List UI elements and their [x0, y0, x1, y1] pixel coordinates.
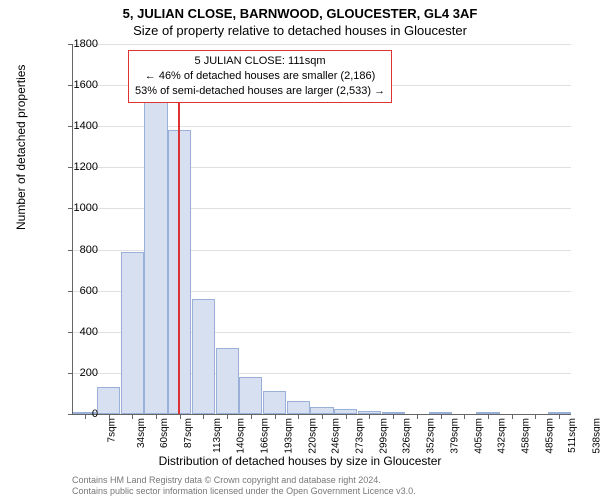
x-tick-label: 538sqm [592, 418, 600, 454]
x-tick-label: 458sqm [521, 418, 532, 454]
x-tick-mark [393, 414, 394, 419]
y-tick-label: 400 [58, 326, 98, 338]
x-tick-label: 432sqm [497, 418, 508, 454]
chart-title-main: 5, JULIAN CLOSE, BARNWOOD, GLOUCESTER, G… [0, 0, 600, 21]
chart-plot-area: 7sqm34sqm60sqm87sqm113sqm140sqm166sqm193… [72, 44, 571, 415]
x-tick-label: 193sqm [283, 418, 294, 454]
y-tick-label: 1600 [58, 79, 98, 91]
x-axis-label: Distribution of detached houses by size … [0, 454, 600, 468]
annotation-box: 5 JULIAN CLOSE: 111sqm← 46% of detached … [128, 50, 392, 103]
histogram-bar [144, 79, 167, 414]
x-tick-mark [346, 414, 347, 419]
x-tick-label: 113sqm [212, 418, 223, 453]
histogram-bar [239, 377, 262, 414]
x-tick-label: 352sqm [426, 418, 437, 454]
histogram-bar [310, 407, 333, 414]
annotation-line: 5 JULIAN CLOSE: 111sqm [135, 54, 385, 69]
x-tick-mark [369, 414, 370, 419]
footer-line-1: Contains HM Land Registry data © Crown c… [72, 475, 416, 486]
x-tick-mark [322, 414, 323, 419]
x-tick-label: 220sqm [307, 418, 318, 454]
x-tick-mark [275, 414, 276, 419]
x-tick-label: 485sqm [544, 418, 555, 454]
x-tick-label: 60sqm [159, 418, 170, 448]
x-tick-label: 273sqm [355, 418, 366, 454]
x-tick-label: 140sqm [236, 418, 247, 454]
annotation-line: 53% of semi-detached houses are larger (… [135, 84, 385, 99]
x-tick-label: 166sqm [260, 418, 271, 454]
y-tick-label: 1400 [58, 120, 98, 132]
x-tick-mark [559, 414, 560, 419]
y-tick-label: 200 [58, 367, 98, 379]
histogram-bar [216, 348, 239, 414]
x-tick-mark [488, 414, 489, 419]
x-tick-mark [251, 414, 252, 419]
x-tick-mark [464, 414, 465, 419]
histogram-bar [121, 252, 144, 414]
x-tick-label: 87sqm [183, 418, 194, 448]
x-tick-mark [180, 414, 181, 419]
x-tick-mark [535, 414, 536, 419]
x-tick-label: 299sqm [378, 418, 389, 454]
x-tick-label: 511sqm [567, 418, 578, 453]
y-tick-label: 1800 [58, 38, 98, 50]
x-tick-mark [417, 414, 418, 419]
x-tick-label: 34sqm [136, 418, 147, 448]
x-tick-mark [109, 414, 110, 419]
y-tick-label: 600 [58, 285, 98, 297]
histogram-bar [192, 299, 215, 414]
x-tick-label: 326sqm [402, 418, 413, 454]
x-tick-mark [227, 414, 228, 419]
x-tick-label: 405sqm [473, 418, 484, 454]
x-tick-mark [298, 414, 299, 419]
y-tick-label: 1000 [58, 202, 98, 214]
x-tick-label: 379sqm [449, 418, 460, 454]
x-tick-label: 7sqm [106, 418, 117, 442]
chart-footer: Contains HM Land Registry data © Crown c… [72, 475, 416, 497]
marker-line [178, 60, 180, 414]
y-axis-label: Number of detached properties [14, 65, 28, 230]
x-tick-mark [156, 414, 157, 419]
histogram-bar [97, 387, 120, 414]
x-tick-mark [203, 414, 204, 419]
annotation-line: ← 46% of detached houses are smaller (2,… [135, 69, 385, 84]
y-tick-label: 800 [58, 244, 98, 256]
x-tick-label: 246sqm [331, 418, 342, 454]
y-tick-label: 0 [58, 408, 98, 420]
grid-line [73, 44, 571, 45]
x-tick-mark [441, 414, 442, 419]
chart-title-sub: Size of property relative to detached ho… [0, 21, 600, 38]
x-tick-mark [132, 414, 133, 419]
histogram-bar [287, 401, 310, 414]
y-tick-label: 1200 [58, 161, 98, 173]
footer-line-2: Contains public sector information licen… [72, 486, 416, 497]
histogram-bar [263, 391, 286, 414]
x-tick-mark [512, 414, 513, 419]
